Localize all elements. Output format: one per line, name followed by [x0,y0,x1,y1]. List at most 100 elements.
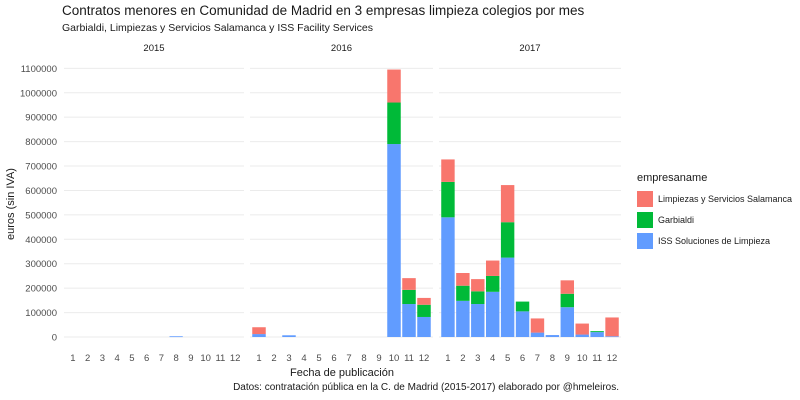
legend-label: Limpiezas y Servicios Salamanca [658,193,793,204]
x-tick-label: 6 [331,353,336,364]
bar-segment [530,318,545,333]
y-tick-label: 800000 [25,137,57,148]
legend-item: Garbialdi [637,209,792,230]
x-tick-label: 6 [144,353,149,364]
y-tick-label: 1000000 [20,88,57,99]
x-tick-label: 7 [535,353,540,364]
x-tick-label: 6 [520,353,525,364]
y-tick-label: 900000 [25,113,57,124]
legend: empresaname Limpiezas y Servicios Salama… [637,172,792,251]
x-tick-label: 10 [389,353,400,364]
x-tick-label: 2 [460,353,465,364]
bar-segment [500,185,515,223]
legend-swatch [637,190,653,207]
bar-segment [515,311,530,337]
bar-segment [575,323,589,335]
x-tick-label: 1 [256,353,261,364]
x-tick-label: 4 [114,353,119,364]
x-tick-label: 3 [100,353,105,364]
grid-lines [64,67,621,338]
x-tick-label: 10 [200,353,211,364]
x-tick-label: 8 [550,353,555,364]
x-tick-label: 9 [565,353,570,364]
y-tick-label: 500000 [25,210,57,221]
bar-segment [575,334,589,337]
bar-segment [605,336,619,338]
bar-segment [456,285,470,301]
bar-segment [252,334,266,337]
bar-segment [560,307,575,337]
x-tick-label: 12 [419,353,430,364]
x-tick-label: 4 [301,353,306,364]
y-tick-label: 700000 [25,162,57,173]
bar-segment [252,327,266,335]
x-tick-label: 2 [85,353,90,364]
bar-segment [471,279,485,292]
legend-swatch [637,211,653,228]
y-tick-label: 0 [52,333,57,344]
x-tick-label: 11 [215,353,225,364]
bar-segment [456,273,470,286]
bar-segment [387,102,401,145]
bar-segment [417,304,431,317]
legend-item: Limpiezas y Servicios Salamanca [637,188,792,209]
x-tick-label: 1 [70,353,75,364]
x-tick-label: 5 [505,353,510,364]
bar-segment [441,181,455,218]
chart-subtitle: Garbialdi, Limpiezas y Servicios Salaman… [62,22,374,34]
x-tick-label: 11 [592,353,602,364]
x-tick-label: 12 [607,353,618,364]
bar-segment [402,304,416,337]
y-tick-label: 400000 [25,235,57,246]
y-tick-label: 600000 [25,186,57,197]
bar-segment [471,304,485,337]
bar-segment [441,159,455,182]
bar-segment [402,289,416,305]
bars [169,69,619,338]
bar-segment [485,275,500,292]
x-tick-label: 5 [129,353,134,364]
x-tick-label: 7 [346,353,351,364]
legend-swatch [637,232,653,249]
bar-segment [387,69,401,103]
x-tick-label: 4 [490,353,495,364]
y-tick-label: 100000 [25,308,57,319]
bar-segment [500,257,515,337]
bar-segment [169,336,183,338]
bar-segment [471,291,485,305]
bar-segment [456,300,470,337]
y-tick-label: 200000 [25,284,57,295]
x-tick-label: 2 [271,353,276,364]
x-tick-label: 3 [475,353,480,364]
bar-segment [515,301,530,312]
bar-segment [485,260,500,276]
bar-segment [417,297,431,305]
bar-segment [590,331,604,333]
x-tick-label: 9 [376,353,381,364]
x-tick-label: 9 [188,353,193,364]
bar-segment [282,335,296,337]
bar-segment [387,144,401,337]
x-tick-label: 1 [445,353,450,364]
facet-label: 2017 [519,43,540,54]
legend-label: ISS Soluciones de Limpieza [658,235,771,246]
facet-label: 2016 [331,43,352,54]
axis-labels: 0 100000 200000 300000 400000 500000 600000 700… [20,43,617,364]
x-tick-label: 7 [159,353,164,364]
chart-title: Contratos menores en Comunidad de Madrid… [62,3,585,18]
legend-label: Garbialdi [658,214,695,225]
facet-label: 2015 [143,43,164,54]
bar-segment [530,332,545,337]
bar-segment [500,222,515,258]
legend-item: ISS Soluciones de Limpieza [637,230,792,251]
x-tick-label: 8 [173,353,178,364]
bar-segment [417,316,431,337]
bar-segment [560,280,575,294]
bar-segment [605,317,619,337]
x-tick-label: 12 [230,353,241,364]
bar-segment [402,278,416,290]
x-tick-label: 8 [361,353,366,364]
x-tick-label: 5 [316,353,321,364]
y-axis-title: euros (sin IVA) [5,168,17,240]
